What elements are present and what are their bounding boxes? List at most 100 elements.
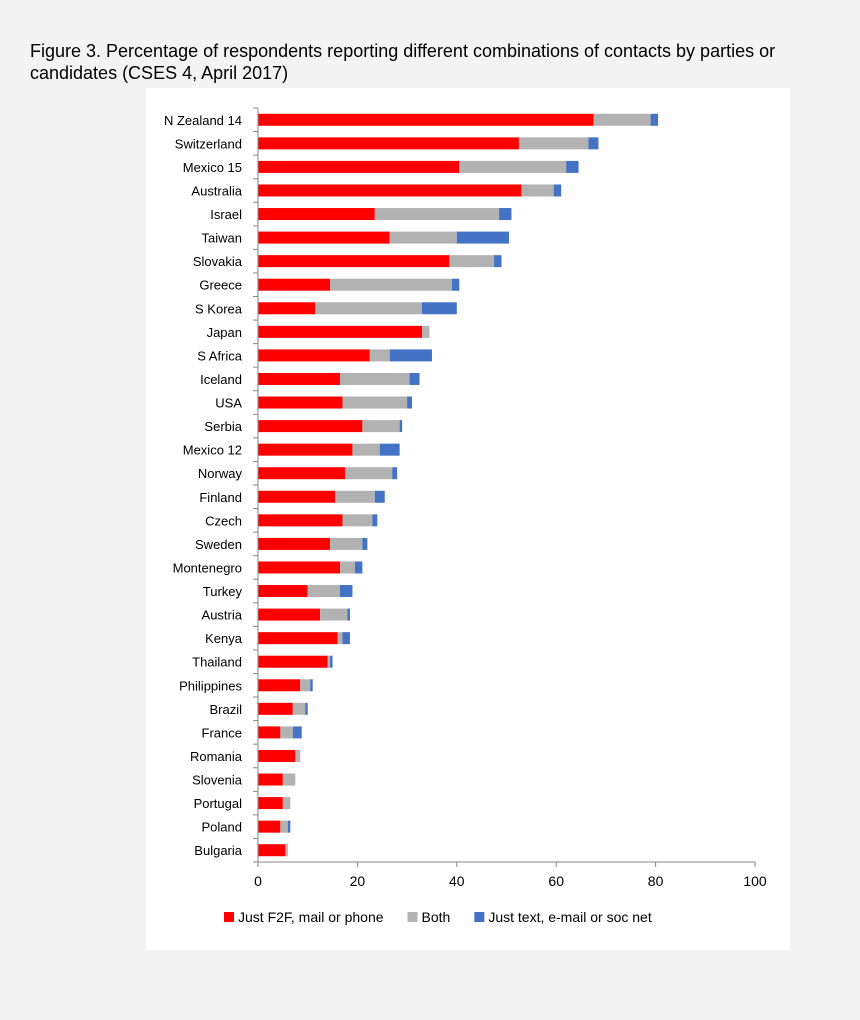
category-label: Norway xyxy=(198,466,243,481)
category-label: Switzerland xyxy=(175,136,242,151)
bar-segment-3 xyxy=(422,302,457,315)
bar-segment-3 xyxy=(588,137,599,150)
bar-segment-3 xyxy=(340,585,353,598)
bar-segment-2 xyxy=(342,396,408,409)
bar-segment-2 xyxy=(344,467,393,480)
bar-segment-3 xyxy=(409,372,420,385)
category-labels: N Zealand 14 Switzerland Mexico 15 Australi… xyxy=(164,113,243,858)
bar-segment-2 xyxy=(362,420,400,433)
bar-segment-2 xyxy=(352,443,380,456)
category-label: Slovenia xyxy=(192,773,243,788)
bar-segment-3 xyxy=(553,184,562,197)
bar-segment-2 xyxy=(292,702,306,715)
bar-segment-1 xyxy=(258,184,522,197)
bar-segment-2 xyxy=(295,749,301,762)
category-label: Turkey xyxy=(203,584,243,599)
bar-segment-2 xyxy=(327,655,331,668)
category-label: Finland xyxy=(199,490,242,505)
bar-segment-3 xyxy=(379,443,400,456)
legend-label: Both xyxy=(422,909,451,925)
bar-segment-2 xyxy=(374,208,500,221)
bar-segment-1 xyxy=(258,844,286,857)
legend-label: Just F2F, mail or phone xyxy=(238,909,384,925)
category-label: Sweden xyxy=(195,537,242,552)
bar-segment-2 xyxy=(337,632,343,645)
bar-segment-1 xyxy=(258,585,308,598)
bar-segment-1 xyxy=(258,537,331,550)
x-tick-label: 20 xyxy=(350,873,366,889)
bar-segment-3 xyxy=(310,679,313,692)
bar-segment-2 xyxy=(342,514,373,527)
bar-segment-3 xyxy=(399,420,403,433)
bar-segment-2 xyxy=(518,137,589,150)
bar-segment-3 xyxy=(354,561,363,574)
bar-segment-1 xyxy=(258,702,293,715)
bar-segment-2 xyxy=(285,844,288,857)
bar-segment-2 xyxy=(282,797,291,810)
bar-segment-1 xyxy=(258,561,341,574)
bar-segment-1 xyxy=(258,467,345,480)
category-label: S Korea xyxy=(195,301,243,316)
bar-segment-3 xyxy=(374,490,385,503)
bar-segment-1 xyxy=(258,820,281,833)
chart-panel: N Zealand 14 Switzerland Mexico 15 Australi… xyxy=(146,88,790,950)
category-label: Greece xyxy=(199,278,242,293)
x-tick-label: 80 xyxy=(648,873,664,889)
bar-segment-3 xyxy=(372,514,378,527)
category-label: Israel xyxy=(210,207,242,222)
bar-segment-3 xyxy=(451,278,460,291)
bar-segment-2 xyxy=(593,113,651,126)
bar-segment-3 xyxy=(347,608,350,621)
bar-segment-1 xyxy=(258,231,390,244)
bar-segment-3 xyxy=(305,702,308,715)
bar-segment-3 xyxy=(494,255,502,268)
category-label: Slovakia xyxy=(193,254,243,269)
bar-segment-1 xyxy=(258,278,331,291)
bar-segment-3 xyxy=(330,655,333,668)
bar-segment-3 xyxy=(342,632,350,645)
y-axis xyxy=(253,107,259,863)
bar-segment-1 xyxy=(258,726,281,739)
legend-swatch xyxy=(407,912,418,922)
x-tick-label: 0 xyxy=(254,873,262,889)
bar-segment-1 xyxy=(258,514,343,527)
category-label: Brazil xyxy=(209,702,242,717)
bar-segment-2 xyxy=(330,537,363,550)
category-label: Philippines xyxy=(179,678,242,693)
bar-segment-1 xyxy=(258,137,519,150)
bar-segment-2 xyxy=(280,820,288,833)
category-label: Czech xyxy=(205,513,242,528)
category-label: Japan xyxy=(207,325,242,340)
bar-segment-2 xyxy=(521,184,554,197)
x-axis: 0 20 40 60 80 100 xyxy=(254,861,767,889)
category-label: Iceland xyxy=(200,372,242,387)
category-label: Thailand xyxy=(192,655,242,670)
bar-segment-3 xyxy=(287,820,291,833)
bar-segment-2 xyxy=(282,773,296,786)
category-label: N Zealand 14 xyxy=(164,113,242,128)
category-label: France xyxy=(202,725,242,740)
bar-segment-2 xyxy=(300,679,311,692)
category-label: Bulgaria xyxy=(194,843,242,858)
category-label: Serbia xyxy=(204,419,242,434)
x-tick-label: 100 xyxy=(743,873,767,889)
bar-segment-2 xyxy=(389,231,457,244)
category-label: Austria xyxy=(202,608,243,623)
bar-segment-1 xyxy=(258,749,296,762)
bar-segment-3 xyxy=(650,113,659,126)
category-label: Poland xyxy=(202,820,242,835)
bar-segment-1 xyxy=(258,773,283,786)
category-label: Mexico 12 xyxy=(183,443,242,458)
stacked-bar-chart: N Zealand 14 Switzerland Mexico 15 Australi… xyxy=(164,107,767,925)
category-label: S Africa xyxy=(197,348,243,363)
bar-segment-3 xyxy=(392,467,398,480)
bar-segment-2 xyxy=(307,585,341,598)
category-label: Australia xyxy=(191,183,242,198)
bar-segment-1 xyxy=(258,208,375,221)
bar-segment-2 xyxy=(280,726,293,739)
bar-segment-2 xyxy=(422,325,430,338)
bar-segment-3 xyxy=(292,726,302,739)
bar-segment-1 xyxy=(258,372,341,385)
bar-segment-1 xyxy=(258,490,336,503)
bar-segment-3 xyxy=(389,349,432,362)
